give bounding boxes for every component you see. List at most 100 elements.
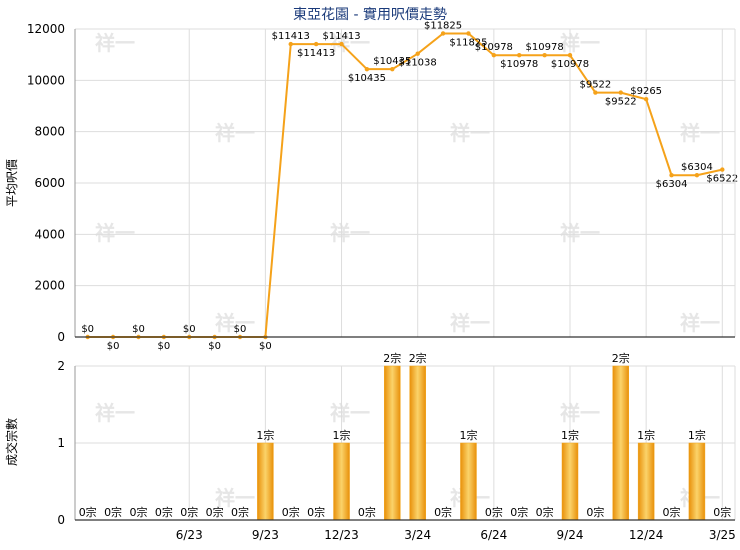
deal-bar [460, 442, 477, 521]
price-value-label: $0 [208, 341, 221, 352]
y-tick-label: 10000 [27, 73, 65, 87]
price-point [339, 41, 344, 47]
price-value-label: $11413 [272, 31, 310, 42]
watermark-text: 祥一 [450, 311, 490, 335]
price-point [415, 51, 420, 56]
price-point [491, 53, 497, 58]
price-value-label: $0 [81, 324, 94, 335]
x-tick-label: 9/24 [557, 528, 584, 542]
axes: 0 2000 4000 6000 8000 10000 12000 0 1 2 6/23 9/23 12… [27, 22, 736, 542]
x-tick-label: 6/24 [480, 528, 507, 542]
bar-value-label: 0宗 [434, 505, 452, 519]
watermark-text: 祥一 [95, 221, 135, 245]
x-tick-label: 3/24 [404, 528, 431, 542]
y-tick-label: 4000 [34, 227, 65, 241]
price-value-label: $0 [234, 324, 247, 335]
data-labels: 0宗 0宗 0宗 0宗 0宗 0宗 0宗 1宗 0宗 0宗 1宗 0宗 2宗 2宗 0宗 1宗 0宗 0宗 0宗 1宗… [79, 20, 739, 519]
price-point [364, 66, 370, 72]
price-value-label: $10978 [551, 59, 589, 70]
price-value-label: $0 [157, 341, 170, 352]
y-tick-label: 0 [57, 513, 65, 527]
price-point [466, 31, 471, 36]
bar-value-label: 1宗 [637, 428, 655, 442]
bar-value-label: 1宗 [256, 428, 274, 442]
watermark-text: 祥一 [560, 221, 600, 245]
y-tick-label: 6000 [34, 176, 65, 190]
y-tick-label: 0 [57, 330, 65, 344]
watermark-text: 祥一 [215, 486, 255, 510]
price-point [618, 90, 623, 95]
watermark-text: 祥一 [215, 311, 255, 335]
price-value-label: $9265 [630, 86, 662, 97]
bar-value-label: 0宗 [485, 505, 503, 519]
bar-value-label: 0宗 [155, 505, 173, 519]
price-value-label: $10978 [500, 59, 538, 70]
y-tick-label: 2 [57, 359, 65, 373]
price-value-label: $11825 [424, 20, 462, 31]
bar-value-label: 0宗 [206, 505, 224, 519]
deal-bar [612, 365, 630, 521]
price-value-label: $9522 [579, 80, 611, 91]
bar-value-label: 0宗 [282, 505, 300, 519]
price-value-label: $0 [132, 324, 145, 335]
price-value-label: $0 [183, 324, 196, 335]
bar-value-label: 0宗 [129, 505, 147, 519]
price-value-label: $11825 [449, 37, 487, 48]
bar-value-label: 1宗 [561, 428, 579, 442]
price-point [390, 66, 395, 72]
watermark-text: 祥一 [330, 401, 370, 425]
price-grid [75, 28, 735, 338]
price-point [567, 53, 573, 58]
price-point [643, 96, 649, 102]
price-point [440, 31, 446, 36]
deal-bar [561, 442, 579, 521]
price-axis-label: 平均呎價 [5, 159, 19, 207]
price-point [517, 53, 522, 58]
watermark-text: 祥一 [95, 401, 135, 425]
price-value-label: $11413 [322, 31, 360, 42]
price-value-label: $11413 [297, 48, 335, 59]
bar-value-label: 2宗 [383, 351, 401, 365]
price-point [542, 53, 547, 58]
watermark-text: 祥一 [680, 121, 720, 145]
price-value-label: $0 [107, 341, 120, 352]
price-value-label: $6522 [706, 174, 738, 185]
bar-value-label: 0宗 [586, 505, 604, 519]
watermark-text: 祥一 [560, 401, 600, 425]
watermark-text: 祥一 [215, 121, 255, 145]
count-grid [75, 365, 735, 521]
price-point [313, 41, 319, 47]
watermark-text: 祥一 [330, 31, 370, 55]
price-value-label: $9522 [605, 97, 637, 108]
bar-value-label: 0宗 [713, 505, 731, 519]
price-value-label: $10435 [348, 73, 386, 84]
bar-value-label: 1宗 [688, 428, 706, 442]
x-tick-label: 6/23 [176, 528, 203, 542]
deal-bar [384, 365, 401, 521]
price-point [288, 41, 293, 47]
bar-value-label: 1宗 [333, 428, 351, 442]
count-axis-label: 成交宗數 [4, 418, 19, 466]
watermark-text: 祥一 [450, 121, 490, 145]
y-tick-label: 12000 [27, 22, 65, 36]
watermarks: 祥一祥一祥一祥一祥一祥一祥一祥一祥一祥一祥一祥一祥一祥一祥一祥一祥一祥一 [95, 31, 720, 510]
deal-bar [637, 442, 655, 521]
price-value-label: $0 [259, 341, 272, 352]
bar-value-label: 0宗 [536, 505, 554, 519]
bar-value-label: 2宗 [612, 351, 630, 365]
x-tick-label: 12/24 [629, 528, 664, 542]
price-line [85, 31, 725, 340]
x-tick-label: 12/23 [324, 528, 359, 542]
watermark-text: 祥一 [680, 311, 720, 335]
deal-bar [257, 442, 274, 521]
bar-value-label: 0宗 [180, 505, 198, 519]
bar-value-label: 0宗 [79, 505, 97, 519]
price-value-label: $11038 [399, 58, 437, 69]
bar-value-label: 0宗 [104, 505, 122, 519]
bar-value-label: 2宗 [409, 351, 427, 365]
deal-bars [257, 365, 706, 521]
price-value-label: $6304 [681, 162, 713, 173]
bar-value-label: 0宗 [663, 505, 681, 519]
price-point [720, 167, 725, 172]
